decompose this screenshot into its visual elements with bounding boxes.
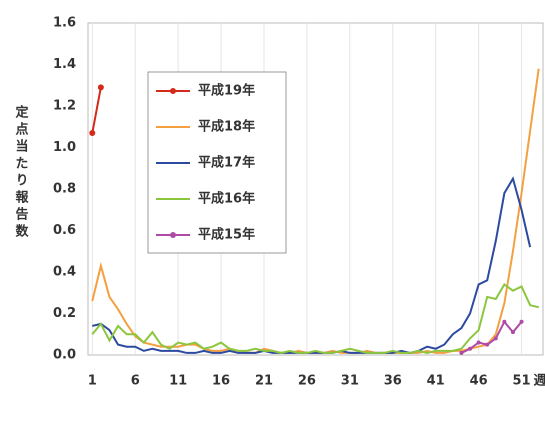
x-tick-label: 6 <box>131 374 140 389</box>
x-tick-label: 16 <box>212 374 230 389</box>
legend-label: 平成17年 <box>198 155 255 171</box>
legend-label: 平成18年 <box>198 119 255 135</box>
x-tick-label: 41 <box>427 374 445 389</box>
y-axis-label: 定点当たり報告数 <box>13 104 30 241</box>
series-line <box>91 87 102 134</box>
legend-label: 平成15年 <box>198 227 255 243</box>
point <box>89 129 96 136</box>
y-tick-label: 1.2 <box>53 99 76 114</box>
x-tick-label: 46 <box>470 374 488 389</box>
x-tick-label: 26 <box>298 374 316 389</box>
series-line <box>92 176 532 354</box>
y-tick-label: 0.6 <box>53 223 76 238</box>
x-axis-label: 週 <box>534 374 545 389</box>
point <box>502 319 507 324</box>
point <box>519 319 524 324</box>
x-tick-label: 11 <box>169 374 187 389</box>
x-tick-label: 51 <box>512 374 530 389</box>
point <box>476 340 481 345</box>
legend-marker <box>170 232 176 238</box>
point <box>97 84 104 91</box>
point <box>510 330 515 335</box>
y-tick-label: 0.0 <box>53 348 76 363</box>
legend-label: 平成19年 <box>198 83 255 99</box>
point <box>493 336 498 341</box>
x-tick-label: 1 <box>88 374 97 389</box>
point <box>459 350 464 355</box>
y-tick-label: 1.4 <box>53 57 76 72</box>
x-tick-label: 31 <box>341 374 359 389</box>
y-tick-label: 0.2 <box>53 306 76 321</box>
y-tick-label: 1.0 <box>53 140 76 155</box>
y-tick-label: 0.4 <box>53 265 76 280</box>
x-tick-label: 36 <box>384 374 402 389</box>
y-tick-label: 1.6 <box>53 16 76 31</box>
y-tick-label: 0.8 <box>53 182 76 197</box>
point <box>485 342 490 347</box>
legend-marker <box>170 88 176 94</box>
legend-label: 平成16年 <box>198 191 255 207</box>
point <box>468 346 473 351</box>
series-line <box>91 282 539 354</box>
x-tick-label: 21 <box>255 374 273 389</box>
